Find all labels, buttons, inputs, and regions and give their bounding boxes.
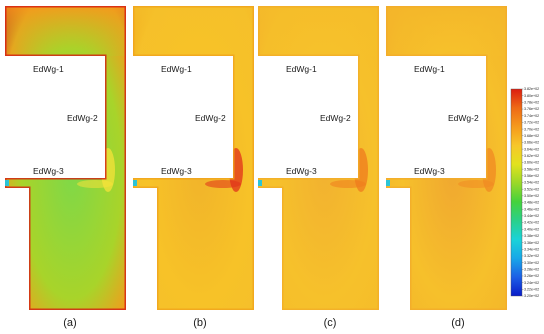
colorbar-tick-label: 3.78e+02 bbox=[524, 101, 539, 105]
colorbar-tick-label: 3.28e+02 bbox=[524, 267, 539, 271]
colorbar-tick-label: 3.80e+02 bbox=[524, 94, 539, 98]
colorbar-tick-label: 3.82e+02 bbox=[524, 87, 539, 91]
colorbar-tick-label: 3.32e+02 bbox=[524, 254, 539, 258]
colorbar-tick-label: 3.44e+02 bbox=[524, 214, 539, 218]
panel-caption: (b) bbox=[193, 317, 206, 329]
edge-label-2: EdWg-2 bbox=[320, 113, 351, 123]
colorbar-tick-label: 3.76e+02 bbox=[524, 107, 539, 111]
edge-label-3: EdWg-3 bbox=[33, 166, 64, 176]
panel-2: EdWg-1 EdWg-2 EdWg-3 (b) bbox=[133, 6, 254, 329]
edge-label-1: EdWg-1 bbox=[286, 64, 317, 74]
colorbar: 3.82e+02 3.80e+02 3.78e+02 3.76e+02 3.74e+02… bbox=[510, 87, 539, 298]
colorbar-tick-label: 3.30e+02 bbox=[524, 261, 539, 265]
colorbar-tick-label: 3.20e+02 bbox=[524, 294, 539, 298]
colorbar-tick-label: 3.70e+02 bbox=[524, 127, 539, 131]
colorbar-tick-label: 3.36e+02 bbox=[524, 241, 539, 245]
colorbar-tick-label: 3.54e+02 bbox=[524, 181, 539, 185]
panels: EdWg-1 EdWg-2 EdWg-3 (a) EdWg-1 EdWg-2 EdWg-3 (… bbox=[5, 6, 507, 329]
colorbar-tick-label: 3.64e+02 bbox=[524, 147, 539, 151]
colorbar-tick-label: 3.38e+02 bbox=[524, 234, 539, 238]
colorbar-tick-label: 3.66e+02 bbox=[524, 141, 539, 145]
inlet-mark bbox=[258, 180, 262, 186]
colorbar-tick-label: 3.50e+02 bbox=[524, 194, 539, 198]
colorbar-tick-label: 3.56e+02 bbox=[524, 174, 539, 178]
colorbar-tick-label: 3.24e+02 bbox=[524, 281, 539, 285]
colorbar-tick-label: 3.42e+02 bbox=[524, 221, 539, 225]
colorbar-tick-label: 3.34e+02 bbox=[524, 247, 539, 251]
colorbar-tick-label: 3.40e+02 bbox=[524, 227, 539, 231]
inlet-mark bbox=[133, 180, 137, 186]
inlet-mark bbox=[5, 180, 9, 186]
colorbar-tick-label: 3.68e+02 bbox=[524, 134, 539, 138]
edge-label-1: EdWg-1 bbox=[161, 64, 192, 74]
colorbar-tick-label: 3.62e+02 bbox=[524, 154, 539, 158]
panel-field bbox=[386, 6, 507, 310]
edge-label-2: EdWg-2 bbox=[195, 113, 226, 123]
colorbar-tick-label: 3.60e+02 bbox=[524, 161, 539, 165]
colorbar-tick-label: 3.58e+02 bbox=[524, 167, 539, 171]
colorbar-tick-label: 3.74e+02 bbox=[524, 114, 539, 118]
colorbar-tick-label: 3.22e+02 bbox=[524, 288, 539, 292]
colorbar-gradient bbox=[510, 88, 523, 297]
panel-3: EdWg-1 EdWg-2 EdWg-3 (c) bbox=[258, 6, 379, 329]
colorbar-tick-label: 3.72e+02 bbox=[524, 121, 539, 125]
edge-label-1: EdWg-1 bbox=[33, 64, 64, 74]
colorbar-tick-labels: 3.82e+02 3.80e+02 3.78e+02 3.76e+02 3.74e+02… bbox=[522, 87, 539, 298]
colorbar-tick-label: 3.52e+02 bbox=[524, 187, 539, 191]
panel-field bbox=[258, 6, 379, 310]
edge-label-3: EdWg-3 bbox=[286, 166, 317, 176]
panel-field bbox=[5, 6, 126, 310]
edge-label-2: EdWg-2 bbox=[448, 113, 479, 123]
inlet-mark bbox=[386, 180, 390, 186]
panel-caption: (a) bbox=[63, 317, 76, 329]
panel-4: EdWg-1 EdWg-2 EdWg-3 (d) bbox=[386, 6, 507, 329]
edge-label-3: EdWg-3 bbox=[161, 166, 192, 176]
colorbar-tick-label: 3.48e+02 bbox=[524, 201, 539, 205]
panel-field bbox=[133, 6, 254, 310]
panel-caption: (d) bbox=[451, 317, 464, 329]
colorbar-tick-label: 3.26e+02 bbox=[524, 274, 539, 278]
edge-label-1: EdWg-1 bbox=[414, 64, 445, 74]
panel-1: EdWg-1 EdWg-2 EdWg-3 (a) bbox=[5, 6, 126, 329]
edge-label-3: EdWg-3 bbox=[414, 166, 445, 176]
colorbar-tick-label: 3.46e+02 bbox=[524, 207, 539, 211]
edge-label-2: EdWg-2 bbox=[67, 113, 98, 123]
panel-caption: (c) bbox=[324, 317, 337, 329]
